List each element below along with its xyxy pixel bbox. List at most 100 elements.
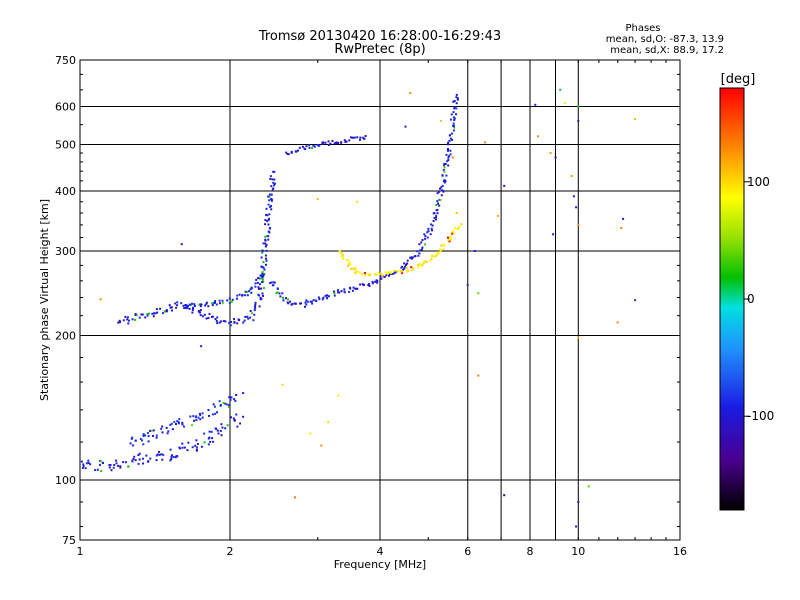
echo-point <box>254 301 257 304</box>
echo-point <box>188 307 191 310</box>
echo-point <box>236 322 239 325</box>
echo-point <box>350 136 352 139</box>
echo-point <box>380 277 383 280</box>
echo-point <box>453 100 456 102</box>
echo-point <box>410 257 413 260</box>
echo-point <box>450 238 453 240</box>
echo-point <box>216 316 219 319</box>
echo-point <box>218 321 221 324</box>
echo-point <box>262 287 265 290</box>
echo-point <box>181 442 184 445</box>
echo-point <box>418 243 421 246</box>
echo-point <box>156 311 159 314</box>
echo-point <box>258 294 261 297</box>
echo-point <box>142 462 145 465</box>
echo-point <box>441 174 444 177</box>
echo-point <box>401 265 404 268</box>
echo-point <box>216 411 218 414</box>
echo-point <box>154 312 157 315</box>
echo-point <box>141 313 144 316</box>
echo-point <box>110 469 113 472</box>
echo-point <box>214 427 217 430</box>
echo-point <box>155 434 158 437</box>
echo-point <box>199 311 202 314</box>
echo-point <box>185 306 188 309</box>
echo-point <box>534 103 537 106</box>
echo-point <box>410 269 413 272</box>
echo-point <box>144 434 147 437</box>
y-tick-label: 100 <box>55 474 76 487</box>
echo-point <box>379 272 382 275</box>
echo-point <box>356 136 359 139</box>
echo-point <box>455 96 458 99</box>
echo-point <box>117 321 120 324</box>
echo-point <box>423 233 426 236</box>
echo-point <box>417 254 420 257</box>
echo-point <box>333 292 336 295</box>
axis-ticks: 1 2 4 6 8 10 16 75 100 200 300 400 500 600 750 <box>55 54 687 558</box>
echo-point <box>222 402 225 404</box>
echo-point <box>227 405 230 408</box>
echo-point <box>362 283 365 286</box>
echo-point <box>393 270 396 273</box>
echo-point <box>181 446 184 449</box>
echo-point <box>447 156 450 159</box>
echo-point <box>452 100 455 103</box>
echo-point <box>150 429 153 432</box>
echo-point <box>186 306 189 309</box>
echo-point <box>425 260 428 263</box>
echo-point <box>260 256 263 259</box>
echo-point <box>82 463 85 466</box>
echo-point <box>137 462 140 465</box>
echo-point <box>437 191 440 194</box>
echo-point <box>276 287 279 290</box>
echo-point <box>563 102 566 105</box>
echo-point <box>447 164 450 167</box>
echo-point <box>246 315 249 318</box>
echo-point <box>326 294 329 297</box>
echo-point <box>503 494 506 497</box>
echo-point <box>249 288 252 291</box>
echo-point <box>134 313 137 315</box>
echo-point <box>270 185 273 188</box>
echo-point <box>170 422 173 425</box>
echo-point <box>259 274 262 277</box>
echo-point <box>405 263 407 266</box>
echo-point <box>272 170 275 173</box>
echo-point <box>226 424 229 427</box>
echo-point <box>214 318 217 320</box>
echo-point <box>439 199 442 201</box>
echo-point <box>345 259 348 262</box>
echo-point <box>308 144 311 147</box>
echo-point <box>421 263 424 266</box>
echo-point <box>449 134 451 137</box>
echo-point <box>148 312 151 315</box>
echo-point <box>435 216 437 218</box>
echo-point <box>204 304 207 307</box>
echo-point <box>109 464 112 466</box>
echo-point <box>343 290 346 293</box>
echo-point <box>127 465 130 468</box>
y-tick-label: 400 <box>55 185 76 198</box>
echo-point <box>322 141 325 144</box>
echo-point <box>308 146 311 149</box>
echo-point <box>200 345 203 348</box>
echo-point <box>385 274 388 277</box>
echo-point <box>449 153 452 156</box>
echo-point <box>82 465 85 468</box>
echo-point <box>208 414 210 417</box>
echo-point <box>183 446 186 449</box>
echo-point <box>455 113 457 116</box>
echo-point <box>201 416 204 419</box>
echo-point <box>348 290 351 293</box>
echo-point <box>264 238 267 241</box>
echo-point <box>137 454 140 456</box>
y-axis-label: Stationary phase Virtual Height [km] <box>38 199 51 401</box>
echo-point <box>427 230 430 233</box>
echo-point <box>196 443 199 445</box>
y-tick-label: 500 <box>55 139 76 152</box>
echo-point <box>265 263 267 266</box>
echo-point <box>221 299 224 302</box>
echo-point <box>205 301 208 304</box>
phase-stat-o: mean, sd,O: -87.3, 13.9 <box>606 34 724 45</box>
